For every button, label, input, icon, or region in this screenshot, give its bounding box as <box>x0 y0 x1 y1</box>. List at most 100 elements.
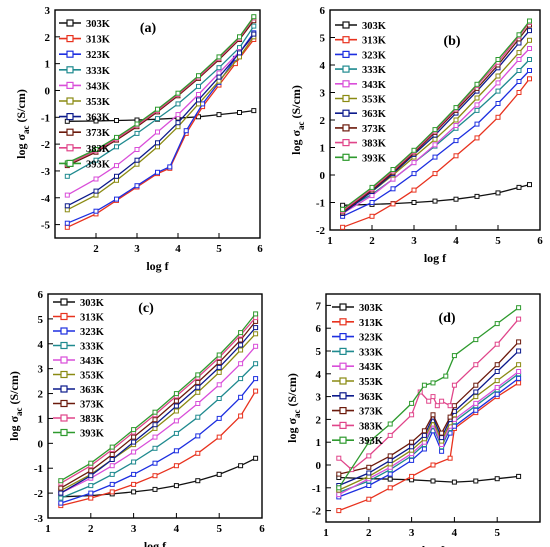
data-point <box>64 173 70 179</box>
data-point <box>114 118 119 123</box>
data-point <box>473 400 479 406</box>
data-point <box>421 432 427 438</box>
series-line <box>67 33 255 207</box>
legend-label: 373K <box>86 128 111 139</box>
legend-marker <box>339 377 347 385</box>
data-point <box>216 78 222 84</box>
x-tick-label: 2 <box>88 523 94 535</box>
data-point <box>175 90 181 96</box>
data-point <box>439 430 445 436</box>
data-point <box>88 468 94 474</box>
data-point <box>238 361 244 367</box>
x-tick-label: 4 <box>453 235 459 247</box>
y-tick-label: 1 <box>320 143 326 155</box>
y-tick-label: 2 <box>316 414 322 426</box>
legend-marker <box>66 112 74 121</box>
data-point <box>134 183 140 189</box>
series-line <box>338 341 520 475</box>
data-point <box>366 453 372 459</box>
data-point <box>195 450 201 456</box>
data-point <box>88 473 94 479</box>
data-point <box>390 176 396 182</box>
x-axis-label: log f <box>144 539 167 547</box>
data-point <box>453 138 459 144</box>
y-tick-label: 3 <box>316 392 322 404</box>
legend-marker <box>60 312 68 321</box>
y-axis-label-sub: ac <box>14 407 24 416</box>
series-line <box>60 390 257 507</box>
y-axis-label: log σac (S/cm) <box>7 371 24 441</box>
series-323K <box>58 376 259 506</box>
data-point <box>88 483 94 489</box>
data-point <box>411 147 417 153</box>
y-tick-label: -3 <box>34 513 44 525</box>
data-point <box>495 101 501 106</box>
legend-label: 363K <box>80 385 105 396</box>
data-point <box>430 394 436 400</box>
data-point <box>251 14 257 20</box>
data-point <box>411 200 417 205</box>
data-point <box>216 382 222 388</box>
data-point <box>216 70 222 76</box>
y-tick-label: 2 <box>320 115 326 127</box>
data-point <box>200 101 206 107</box>
series-393K <box>58 311 259 484</box>
series-393K <box>336 305 522 491</box>
data-point <box>167 164 173 170</box>
data-point <box>432 154 438 160</box>
legend-marker <box>342 36 350 44</box>
y-tick-label: 2 <box>38 389 44 401</box>
data-point <box>216 359 222 365</box>
legend-marker <box>342 124 350 132</box>
data-point <box>474 193 480 199</box>
data-point <box>411 171 417 177</box>
data-point <box>516 362 522 368</box>
series-line <box>67 109 254 122</box>
data-point <box>421 382 427 388</box>
data-point <box>447 414 453 420</box>
data-point <box>152 486 158 492</box>
data-point <box>439 448 445 454</box>
y-tick-label: -5 <box>41 220 51 232</box>
data-point <box>495 80 501 86</box>
data-point <box>516 50 522 56</box>
data-point <box>409 457 415 463</box>
data-point <box>409 400 415 406</box>
data-point <box>366 470 372 476</box>
legend-marker <box>60 385 68 393</box>
y-axis-label-main: log σ <box>289 130 303 155</box>
series-line <box>338 373 519 494</box>
data-point <box>155 140 160 146</box>
data-point <box>93 188 99 194</box>
y-tick-label: 5 <box>320 33 326 45</box>
series-line <box>342 48 530 215</box>
data-point <box>473 337 479 343</box>
data-point <box>474 121 480 127</box>
y-tick-label: -1 <box>312 483 321 495</box>
data-point <box>411 160 417 166</box>
legend-label: 383K <box>80 414 105 425</box>
x-tick-label: 5 <box>216 523 222 535</box>
data-point <box>516 348 522 354</box>
data-point <box>494 391 500 397</box>
data-point <box>93 192 99 198</box>
legend-marker <box>66 81 74 90</box>
data-point <box>173 403 179 409</box>
series-343K <box>64 34 257 198</box>
data-point <box>432 198 438 204</box>
data-point <box>474 135 480 141</box>
data-point <box>447 403 453 409</box>
panel-label: (c) <box>138 301 154 316</box>
data-point <box>527 76 532 82</box>
data-point <box>237 45 242 51</box>
data-point <box>432 171 438 177</box>
data-point <box>238 413 244 419</box>
data-point <box>516 380 522 386</box>
series-line <box>342 78 531 228</box>
y-tick-label: 0 <box>38 438 44 450</box>
x-tick-label: 1 <box>45 523 51 535</box>
data-point <box>473 389 479 395</box>
data-point <box>516 79 522 84</box>
y-tick-label: 0 <box>316 460 322 472</box>
x-tick-label: 3 <box>409 527 415 539</box>
